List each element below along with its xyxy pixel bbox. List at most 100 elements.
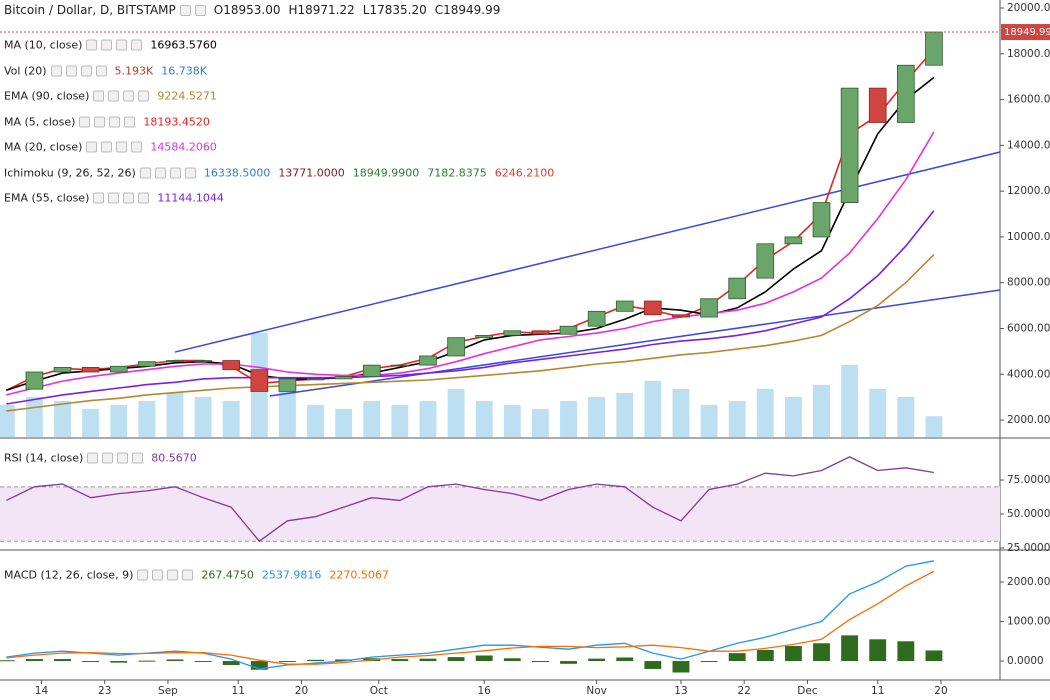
indicator-value: 18193.4520	[143, 115, 210, 128]
legend-icon[interactable]	[109, 116, 121, 127]
ma-line	[6, 210, 935, 405]
legend-icon[interactable]	[152, 569, 164, 581]
volume-bar	[166, 392, 184, 437]
indicator-value: 13771.0000	[278, 166, 345, 179]
legend-icon[interactable]	[154, 167, 166, 178]
volume-bar	[616, 392, 634, 437]
legend-icon[interactable]	[194, 4, 206, 16]
volume-bar	[531, 408, 549, 437]
indicator-name: Vol (20)	[4, 64, 47, 77]
legend-icon[interactable]	[139, 167, 151, 178]
legend-icon[interactable]	[101, 39, 113, 51]
legend-icon[interactable]	[137, 569, 149, 581]
ma-line	[5, 48, 935, 392]
ohlc-value: H18971.22	[288, 3, 355, 17]
volume-bar	[82, 408, 100, 437]
legend-icon[interactable]	[65, 65, 77, 76]
legend-icon[interactable]	[123, 90, 135, 102]
legend-icon[interactable]	[93, 90, 105, 102]
legend-icon[interactable]	[184, 167, 196, 178]
candle	[672, 314, 690, 318]
macd-histogram-bar	[166, 659, 184, 662]
volume-bar	[0, 404, 15, 437]
legend-icon[interactable]	[79, 116, 91, 127]
legend-icon[interactable]	[102, 452, 114, 464]
legend-icon[interactable]	[93, 192, 105, 204]
ohlc-value: L17835.20	[362, 3, 427, 17]
volume-bar	[138, 400, 156, 437]
macd-histogram-bar	[250, 661, 268, 670]
y-tick-label: 50.0000	[1007, 508, 1050, 520]
candle	[138, 361, 156, 367]
indicator-name: EMA (55, close)	[4, 191, 90, 205]
indicator-name: MA (20, close)	[4, 140, 83, 154]
legend-icon[interactable]	[117, 452, 129, 464]
candle	[447, 337, 465, 357]
x-tick-label: 16	[478, 685, 492, 697]
x-tick-label: 22	[738, 685, 751, 697]
macd-histogram-bar	[560, 661, 577, 664]
macd-histogram-bar	[475, 655, 493, 662]
legend-icon[interactable]	[86, 141, 98, 153]
trendline	[174, 151, 1001, 353]
macd-histogram-bar	[26, 659, 43, 662]
legend-icon[interactable]	[124, 116, 136, 127]
legend-icon[interactable]	[101, 141, 113, 153]
legend-icon[interactable]	[131, 39, 143, 51]
ohlc-value: C18949.99	[434, 3, 501, 17]
candle	[728, 277, 747, 300]
volume-bar	[813, 384, 830, 437]
legend-icon[interactable]	[138, 192, 150, 204]
indicator-value: 7182.8375	[427, 166, 487, 179]
volume-bar	[54, 400, 71, 437]
volume-bar	[728, 400, 746, 437]
indicator-value: 9224.5271	[157, 89, 217, 103]
legend-icon[interactable]	[138, 90, 150, 102]
legend-row: EMA (90, close) 9224.5271	[4, 90, 217, 103]
macd-line	[6, 560, 935, 670]
legend-icon[interactable]	[108, 192, 120, 204]
indicator-value: 14584.2060	[150, 140, 217, 154]
y-tick-label: 4000.00	[1007, 368, 1050, 380]
volume-bar	[475, 400, 493, 437]
y-tick-label: 16000.00	[1007, 94, 1050, 106]
legend-icon[interactable]	[179, 4, 191, 16]
indicator-name: MA (5, close)	[4, 115, 76, 128]
macd-histogram-bar	[419, 658, 437, 662]
legend-icon[interactable]	[182, 569, 194, 581]
ma-line	[6, 131, 935, 396]
legend-icon[interactable]	[169, 167, 181, 178]
legend-icon[interactable]	[50, 65, 62, 76]
legend-row: MA (20, close) 14584.2060	[4, 141, 217, 154]
legend-icon[interactable]	[131, 141, 143, 153]
legend-icon[interactable]	[95, 65, 107, 76]
legend-icon[interactable]	[123, 192, 135, 204]
volume-bar	[335, 408, 353, 437]
macd-histogram-bar	[503, 658, 521, 662]
legend-icon[interactable]	[116, 39, 128, 51]
legend-icon[interactable]	[94, 116, 106, 127]
x-tick-label: 11	[871, 685, 884, 697]
candle	[362, 364, 381, 377]
legend-icon[interactable]	[108, 90, 120, 102]
macd-histogram-bar	[756, 649, 774, 662]
macd-value: 2537.9816	[261, 568, 322, 582]
macd-histogram-bar	[335, 659, 353, 662]
x-tick-label: Oct	[370, 685, 388, 697]
y-tick-label: 10000.00	[1007, 231, 1050, 243]
candle	[503, 330, 522, 336]
legend-icon[interactable]	[86, 39, 98, 51]
candle	[194, 360, 212, 362]
legend-icon[interactable]	[87, 452, 99, 464]
candle	[306, 378, 325, 381]
volume-bar	[756, 388, 774, 437]
legend-row: MACD (12, 26, close, 9) 267.4750 2537.9816…	[4, 569, 389, 582]
legend-icon[interactable]	[132, 452, 144, 464]
legend-icon[interactable]	[167, 569, 179, 581]
volume-bar	[588, 396, 606, 437]
indicator-value: 16963.5760	[150, 38, 217, 52]
legend-icon[interactable]	[116, 141, 128, 153]
legend-icon[interactable]	[80, 65, 92, 76]
macd-histogram-bar	[110, 661, 128, 663]
